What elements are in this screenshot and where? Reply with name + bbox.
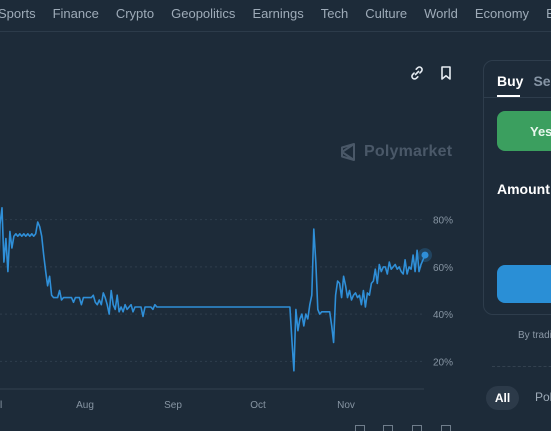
partial-icon[interactable] [383,425,393,431]
bookmark-icon[interactable] [437,64,455,82]
tab-buy[interactable]: Buy [497,73,524,89]
polymarket-logo-icon [341,143,355,161]
top-nav: Sports Finance Crypto Geopolitics Earnin… [0,0,551,32]
link-icon[interactable] [408,64,426,82]
y-tick-label: 80% [433,216,453,227]
trade-button[interactable] [497,265,551,303]
trade-tabs: Buy Sell [497,73,551,89]
nav-item-world[interactable]: World [424,6,458,21]
x-tick-label: Aug [76,400,94,411]
x-tick-label: l [0,400,2,411]
y-tick-label: 20% [433,357,453,368]
nav-item-earnings[interactable]: Earnings [252,6,304,21]
x-tick-label: Sep [164,400,182,411]
terms-text: By trading [518,330,551,341]
nav-item-crypto[interactable]: Crypto [115,6,155,21]
nav-item-finance[interactable]: Finance [52,6,99,21]
chart-y-ticks: 80% 60% 40% 20% [433,216,453,369]
partial-icon[interactable] [412,425,422,431]
tab-divider [484,97,551,98]
filter-next-button[interactable]: Pol [535,390,551,404]
y-tick-label: 60% [433,263,453,274]
amount-label: Amount [497,181,550,197]
chart-grid [0,219,424,390]
price-chart[interactable]: 80% 60% 40% 20% l Aug Sep Oct Nov [0,180,470,415]
nav-item-tech[interactable]: Tech [320,6,349,21]
active-tab-indicator [497,95,520,97]
tab-sell[interactable]: Sell [533,73,551,89]
x-tick-label: Oct [250,400,266,411]
price-series-line [0,207,426,372]
partial-icon[interactable] [441,425,451,431]
watermark-text: Polymarket [364,143,453,160]
nav-item-geopolitics[interactable]: Geopolitics [171,6,236,21]
nav-item-economy[interactable]: Economy [474,6,530,21]
current-price-dot [421,251,429,259]
nav-item-sports[interactable]: Sports [0,6,36,21]
polymarket-watermark: Polymarket [338,142,452,162]
trade-panel: Buy Sell Yes Amount [483,60,551,315]
nav-item-culture[interactable]: Culture [365,6,408,21]
panel-divider [492,366,551,367]
x-tick-label: Nov [337,400,355,411]
nav-item-more[interactable]: E [546,6,551,21]
chart-x-ticks: l Aug Sep Oct Nov [0,400,355,411]
partial-icon[interactable] [355,425,365,431]
filter-all-button[interactable]: All [486,386,519,410]
nav-items: Sports Finance Crypto Geopolitics Earnin… [0,6,551,22]
yes-button[interactable]: Yes [497,111,551,151]
y-tick-label: 40% [433,310,453,321]
